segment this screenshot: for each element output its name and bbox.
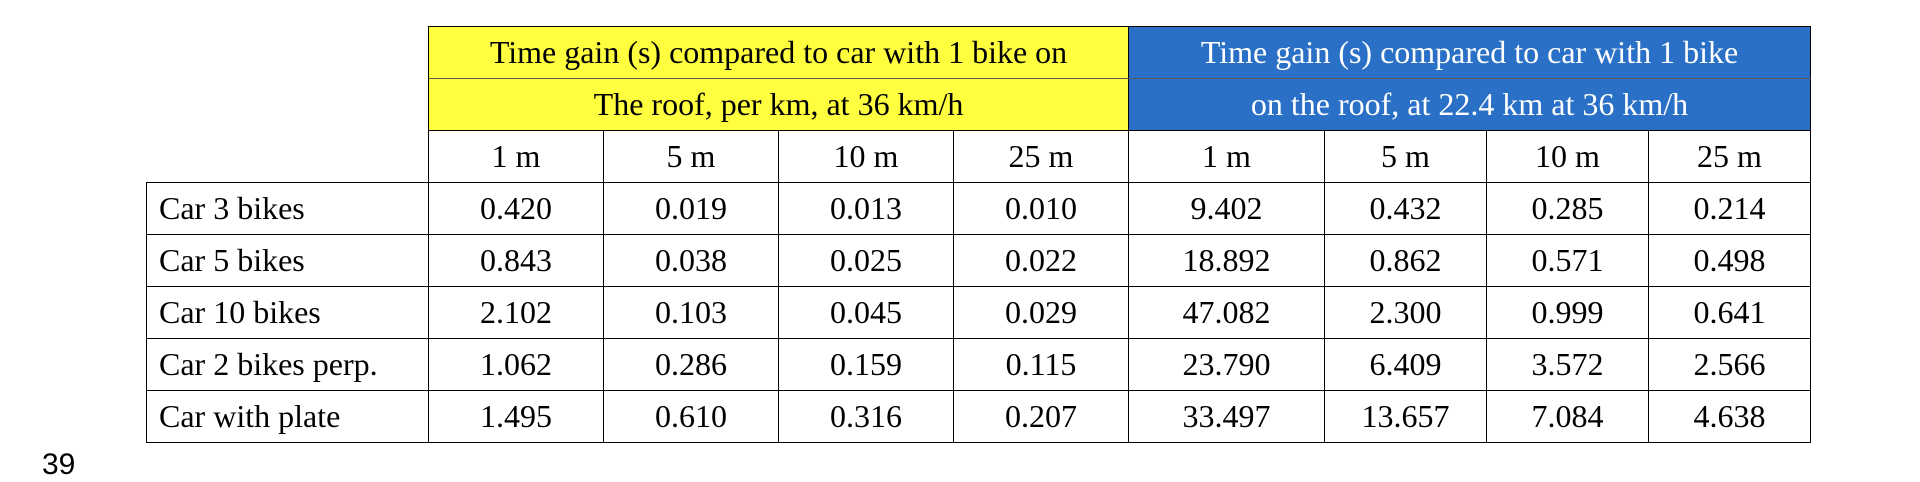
distance-header: 1 m: [1128, 130, 1325, 183]
page-number: 39: [42, 448, 76, 481]
data-cell: 2.102: [428, 286, 604, 339]
table-row: Car 5 bikes 0.843 0.038 0.025 0.022 18.8…: [146, 234, 1811, 287]
row-label: Car with plate: [146, 390, 429, 443]
data-cell: 0.025: [778, 234, 954, 287]
header-row-2: The roof, per km, at 36 km/h on the roof…: [147, 78, 1811, 131]
group2-header-line2: on the roof, at 22.4 km at 36 km/h: [1128, 78, 1811, 131]
data-cell: 0.029: [953, 286, 1129, 339]
data-cell: 0.316: [778, 390, 954, 443]
distance-header: 25 m: [1648, 130, 1811, 183]
distance-header: 10 m: [778, 130, 954, 183]
distance-header: 25 m: [953, 130, 1129, 183]
distance-header: 5 m: [1324, 130, 1487, 183]
data-cell: 0.571: [1486, 234, 1649, 287]
data-cell: 1.495: [428, 390, 604, 443]
header-row-1: Time gain (s) compared to car with 1 bik…: [146, 26, 1811, 183]
group1-header-line2: The roof, per km, at 36 km/h: [428, 78, 1129, 131]
data-cell: 6.409: [1324, 338, 1487, 391]
data-cell: 0.103: [603, 286, 779, 339]
row-label: Car 3 bikes: [146, 182, 429, 235]
data-cell: 0.019: [603, 182, 779, 235]
row-label: Car 10 bikes: [146, 286, 429, 339]
distance-header-row: 1 m 5 m 10 m 25 m 1 m 5 m 10 m 25 m: [147, 130, 1811, 183]
data-cell: 0.045: [778, 286, 954, 339]
row-label: Car 2 bikes perp.: [146, 338, 429, 391]
data-cell: 0.420: [428, 182, 604, 235]
distance-header: 1 m: [428, 130, 604, 183]
data-cell: 0.010: [953, 182, 1129, 235]
data-cell: 0.022: [953, 234, 1129, 287]
data-cell: 0.843: [428, 234, 604, 287]
data-cell: 0.432: [1324, 182, 1487, 235]
group2-header-line1: Time gain (s) compared to car with 1 bik…: [1128, 26, 1811, 79]
data-cell: 3.572: [1486, 338, 1649, 391]
group1-header-line1: Time gain (s) compared to car with 1 bik…: [428, 26, 1129, 79]
table-row: Car 2 bikes perp. 1.062 0.286 0.159 0.11…: [146, 338, 1811, 391]
data-cell: 1.062: [428, 338, 604, 391]
data-cell: 7.084: [1486, 390, 1649, 443]
data-cell: 0.038: [603, 234, 779, 287]
corner-cell: [146, 26, 429, 183]
data-cell: 0.610: [603, 390, 779, 443]
data-cell: 0.862: [1324, 234, 1487, 287]
row-label: Car 5 bikes: [146, 234, 429, 287]
data-cell: 0.498: [1648, 234, 1811, 287]
distance-header: 10 m: [1486, 130, 1649, 183]
data-cell: 0.207: [953, 390, 1129, 443]
data-cell: 0.013: [778, 182, 954, 235]
data-cell: 2.566: [1648, 338, 1811, 391]
data-cell: 33.497: [1128, 390, 1325, 443]
data-cell: 18.892: [1128, 234, 1325, 287]
data-cell: 47.082: [1128, 286, 1325, 339]
data-cell: 0.214: [1648, 182, 1811, 235]
data-cell: 4.638: [1648, 390, 1811, 443]
data-cell: 0.115: [953, 338, 1129, 391]
time-gain-table: Time gain (s) compared to car with 1 bik…: [146, 26, 1811, 443]
data-cell: 0.285: [1486, 182, 1649, 235]
data-cell: 9.402: [1128, 182, 1325, 235]
table-row: Car 10 bikes 2.102 0.103 0.045 0.029 47.…: [146, 286, 1811, 339]
distance-header: 5 m: [603, 130, 779, 183]
data-cell: 0.286: [603, 338, 779, 391]
data-cell: 13.657: [1324, 390, 1487, 443]
table-row: Car 3 bikes 0.420 0.019 0.013 0.010 9.40…: [146, 182, 1811, 235]
data-cell: 0.641: [1648, 286, 1811, 339]
data-cell: 23.790: [1128, 338, 1325, 391]
data-cell: 0.999: [1486, 286, 1649, 339]
data-cell: 0.159: [778, 338, 954, 391]
table-row: Car with plate 1.495 0.610 0.316 0.207 3…: [146, 390, 1811, 443]
data-cell: 2.300: [1324, 286, 1487, 339]
